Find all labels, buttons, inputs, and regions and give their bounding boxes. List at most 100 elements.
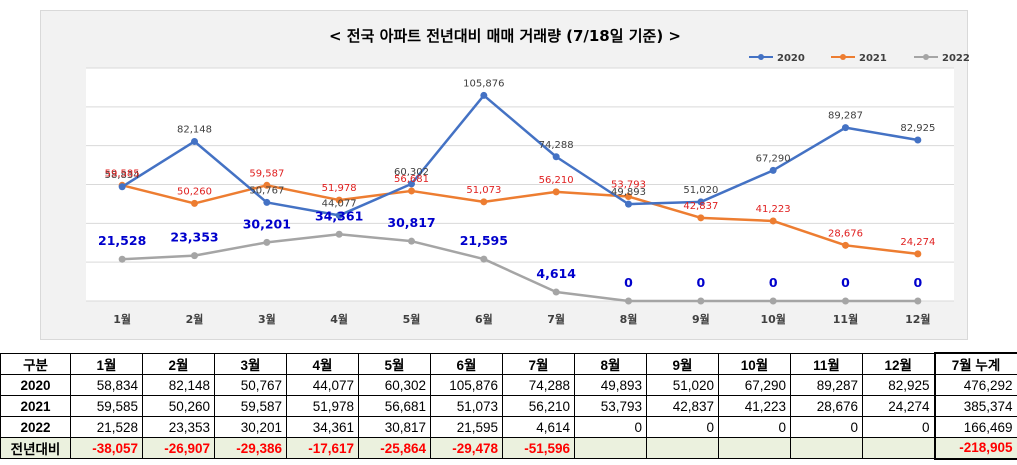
legend-entry: 2022 — [942, 53, 969, 64]
data-point — [263, 181, 271, 189]
column-header: 2월 — [142, 352, 215, 375]
table-cell: 49,893 — [574, 374, 647, 396]
column-header: 5월 — [358, 352, 431, 375]
x-tick-label: 9월 — [692, 312, 710, 326]
data-point — [625, 193, 632, 201]
table-cell: 0 — [862, 416, 935, 438]
table-row: 전년대비 -38,057 -26,907 -29,386 -17,617 -25,864-… — [0, 437, 1017, 460]
table-header-row: 구분 1월 2월 3월 4월 5월 6월 7월 8월 9월 10월 11월 12월 7월 누계 — [0, 352, 1017, 375]
table-cell: 50,260 — [142, 395, 215, 417]
data-label: 0 — [841, 275, 850, 290]
data-label: 51,073 — [466, 185, 501, 196]
table-cell: 476,292 — [933, 374, 1017, 396]
table-cell: 34,361 — [286, 416, 359, 438]
data-label: 51,978 — [322, 183, 357, 194]
data-label: 82,925 — [900, 123, 935, 134]
table-cell: -218,905 — [933, 437, 1017, 460]
table-cell: -29,478 — [430, 437, 503, 459]
data-labels: 58,834 82,148 50,767 44,077 60,302 105,876 74,… — [98, 78, 935, 290]
column-header: 6월 — [430, 352, 503, 375]
table-cell: 53,793 — [574, 395, 647, 417]
legend: 2020 2021 2022 — [749, 53, 969, 64]
table-cell — [574, 437, 647, 459]
data-label: 59,587 — [249, 168, 284, 179]
table-cell: -38,057 — [70, 437, 143, 459]
data-point — [625, 297, 632, 305]
data-point — [408, 237, 415, 245]
data-label: 50,767 — [249, 185, 284, 196]
data-point — [625, 200, 632, 208]
table-cell: 0 — [646, 416, 719, 438]
column-header: 1월 — [70, 352, 143, 375]
table-cell: 51,020 — [646, 374, 719, 396]
data-label: 30,817 — [387, 215, 435, 230]
data-point — [552, 188, 560, 196]
legend-entry: 2021 — [859, 53, 887, 64]
table-cell: 0 — [718, 416, 791, 438]
data-point — [191, 137, 198, 145]
data-point — [335, 230, 343, 238]
data-point — [842, 297, 849, 305]
column-header: 8월 — [574, 352, 647, 375]
table-cell: 21,595 — [430, 416, 503, 438]
table-cell: 166,469 — [933, 416, 1017, 438]
table-cell — [646, 437, 719, 459]
data-label: 0 — [913, 275, 922, 290]
column-header: 11월 — [790, 352, 863, 375]
data-point — [191, 199, 198, 207]
table-cell: 56,681 — [358, 395, 431, 417]
data-label: 105,876 — [463, 78, 504, 89]
line-chart: < 전국 아파트 전년대비 매매 거래량 (7/18일 기준) >2020 202… — [86, 27, 969, 326]
data-label: 21,528 — [98, 233, 146, 248]
table-cell: 23,353 — [142, 416, 215, 438]
column-header: 3월 — [214, 352, 287, 375]
data-label: 0 — [696, 275, 705, 290]
x-tick-label: 2월 — [186, 312, 204, 326]
data-label: 53,793 — [611, 180, 646, 191]
data-point — [480, 198, 488, 206]
x-tick-label: 12월 — [905, 312, 930, 326]
data-label: 49,893 — [611, 187, 646, 198]
table-cell — [790, 437, 863, 459]
table-cell: 0 — [790, 416, 863, 438]
x-tick-label: 10월 — [760, 312, 785, 326]
table-cell: -26,907 — [142, 437, 215, 459]
data-label: 89,287 — [828, 111, 863, 122]
data-point — [697, 214, 705, 222]
data-label: 4,614 — [536, 266, 576, 281]
table-cell: 41,223 — [718, 395, 791, 417]
table-cell: 51,978 — [286, 395, 359, 417]
chart-area: < 전국 아파트 전년대비 매매 거래량 (7/18일 기준) >2020 202… — [40, 10, 969, 340]
data-point — [408, 187, 415, 195]
x-tick-label: 6월 — [475, 312, 493, 326]
data-point — [914, 250, 922, 258]
row-label: 2022 — [0, 416, 71, 438]
chart-title: < 전국 아파트 전년대비 매매 거래량 (7/18일 기준) > — [329, 27, 681, 45]
column-header: 12월 — [862, 352, 935, 375]
data-label: 74,288 — [539, 140, 574, 151]
table-cell: 105,876 — [430, 374, 503, 396]
legend-entry: 2020 — [777, 53, 805, 64]
x-tick-label: 3월 — [258, 312, 276, 326]
data-point — [552, 153, 560, 161]
column-header: 7월 — [502, 352, 575, 375]
table-cell: 0 — [574, 416, 647, 438]
data-point — [697, 198, 705, 206]
data-label: 34,361 — [315, 208, 363, 223]
column-header: 10월 — [718, 352, 791, 375]
x-tick-label: 8월 — [620, 312, 638, 326]
x-tick-label: 5월 — [403, 312, 421, 326]
data-label: 60,302 — [394, 167, 429, 178]
table-row: 2021 59,585 50,260 59,587 51,978 56,681 51,073… — [0, 395, 1017, 417]
data-point — [552, 288, 560, 296]
data-label: 0 — [769, 275, 778, 290]
data-point — [335, 211, 343, 219]
data-label: 30,201 — [243, 216, 291, 231]
x-axis-labels: 1월 2월 3월 4월 5월 6월 7월 8월 9월 10월 11월 12월 — [113, 312, 930, 326]
legend-marker — [758, 54, 764, 60]
data-label: 21,595 — [460, 233, 508, 248]
data-point — [191, 252, 198, 260]
table-cell: 74,288 — [502, 374, 575, 396]
series-2020 — [118, 91, 922, 219]
x-tick-label: 7월 — [547, 312, 565, 326]
